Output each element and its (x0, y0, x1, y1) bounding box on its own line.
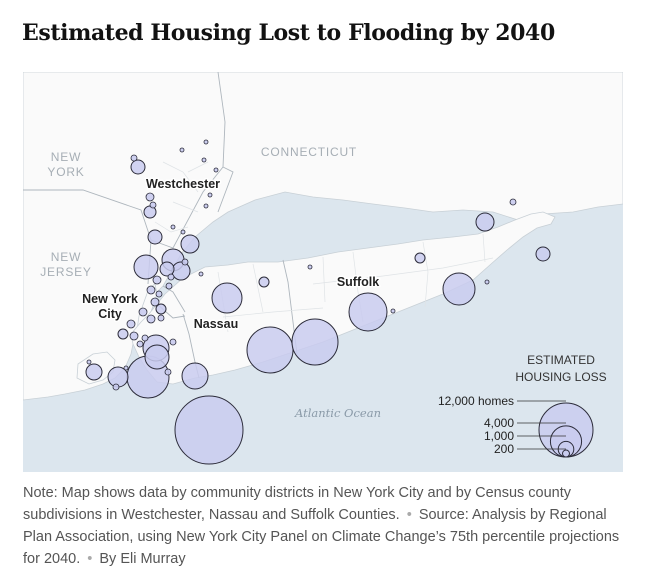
housing-loss-bubble (475, 212, 495, 232)
housing-loss-bubble (181, 258, 189, 266)
housing-loss-bubble (201, 157, 207, 163)
housing-loss-bubble (123, 365, 129, 371)
housing-loss-bubble (246, 326, 294, 374)
region-label-new-york: NEW (51, 150, 81, 164)
region-label-connecticut: CONNECTICUT (261, 145, 357, 159)
housing-loss-bubble (149, 201, 157, 209)
map-svg: NEW YORK CONNECTICUT NEW JERSEY Atlantic… (23, 72, 623, 472)
housing-loss-bubble (390, 308, 396, 314)
housing-loss-bubble (144, 344, 170, 370)
region-label-new-jersey: NEW (51, 250, 81, 264)
housing-loss-bubble (155, 290, 163, 298)
housing-loss-bubble (146, 285, 156, 295)
housing-loss-bubble (85, 363, 103, 381)
region-label-new-york: YORK (47, 165, 84, 179)
housing-loss-bubble (167, 273, 175, 281)
housing-loss-bubble (147, 229, 163, 245)
page-title: Estimated Housing Lost to Flooding by 20… (22, 20, 555, 46)
region-label-new-jersey: JERSEY (40, 265, 91, 279)
legend-circle (562, 449, 570, 458)
housing-loss-bubble (291, 318, 339, 366)
housing-loss-bubble (159, 261, 175, 277)
housing-loss-bubble (130, 154, 138, 162)
housing-loss-bubble (186, 181, 192, 187)
housing-loss-bubble (169, 338, 177, 346)
housing-loss-bubble (509, 198, 517, 206)
housing-loss-bubble (484, 279, 490, 285)
housing-loss-bubble (174, 395, 244, 465)
housing-loss-bubble (165, 282, 173, 290)
housing-loss-bubble (180, 234, 200, 254)
housing-loss-bubble (203, 139, 209, 145)
legend-title: HOUSING LOSS (515, 370, 606, 384)
housing-loss-bubble (117, 328, 129, 340)
place-label-nyc: City (98, 307, 122, 321)
housing-loss-bubble (194, 181, 200, 187)
bubble-layer (85, 139, 551, 465)
separator-dot: • (87, 551, 93, 567)
housing-loss-bubble (348, 292, 388, 332)
housing-loss-bubble (307, 264, 313, 270)
housing-loss-bubble (150, 297, 160, 307)
long-island (130, 211, 556, 385)
district-lines (154, 161, 494, 333)
housing-loss-bubble (170, 224, 176, 230)
legend: ESTIMATED HOUSING LOSS 12,000 homes 4,000… (438, 353, 607, 458)
place-label-suffolk: Suffolk (337, 275, 379, 289)
housing-loss-bubble (130, 159, 146, 175)
housing-loss-bubble (179, 147, 185, 153)
housing-loss-bubble (180, 229, 186, 235)
housing-loss-bubble (181, 362, 209, 390)
housing-loss-bubble (141, 334, 149, 342)
housing-loss-bubble (145, 192, 155, 202)
housing-loss-bubble (126, 319, 136, 329)
legend-label: 1,000 (484, 429, 514, 443)
housing-loss-bubble (155, 303, 167, 315)
housing-loss-bubble (136, 340, 144, 348)
note-text: Note: Map shows data by community distri… (23, 485, 572, 523)
housing-loss-bubble (258, 276, 270, 288)
housing-loss-bubble (203, 203, 209, 209)
place-label-nyc: New York (82, 292, 138, 306)
housing-loss-bubble (112, 383, 120, 391)
footnote: Note: Map shows data by community distri… (23, 482, 627, 570)
housing-loss-bubble (211, 282, 243, 314)
housing-loss-bubble (129, 331, 139, 341)
legend-label: 200 (494, 442, 514, 456)
housing-loss-bubble (414, 252, 426, 264)
housing-loss-bubble (171, 261, 191, 281)
source-text: Source: Analysis by Regional Plan Associ… (23, 507, 620, 567)
housing-loss-bubble (164, 368, 172, 376)
housing-loss-bubble (138, 307, 148, 317)
housing-loss-bubble (86, 359, 92, 365)
legend-label: 4,000 (484, 416, 514, 430)
housing-loss-bubble (157, 314, 165, 322)
housing-loss-bubble (207, 192, 213, 198)
housing-loss-bubble (146, 314, 156, 324)
housing-loss-bubble (442, 272, 476, 306)
flood-map: NEW YORK CONNECTICUT NEW JERSEY Atlantic… (23, 72, 623, 472)
housing-loss-bubble (535, 246, 551, 262)
legend-label: 12,000 homes (438, 394, 514, 408)
byline: By Eli Murray (99, 551, 186, 567)
ocean-label: Atlantic Ocean (294, 406, 381, 420)
housing-loss-bubble (133, 254, 159, 280)
separator-dot: • (406, 507, 412, 523)
place-label-westchester: Westchester (146, 177, 220, 191)
housing-loss-bubble (198, 271, 204, 277)
legend-title: ESTIMATED (527, 353, 595, 367)
housing-loss-bubble (152, 275, 162, 285)
housing-loss-bubble (213, 167, 219, 173)
place-label-nassau: Nassau (194, 317, 238, 331)
